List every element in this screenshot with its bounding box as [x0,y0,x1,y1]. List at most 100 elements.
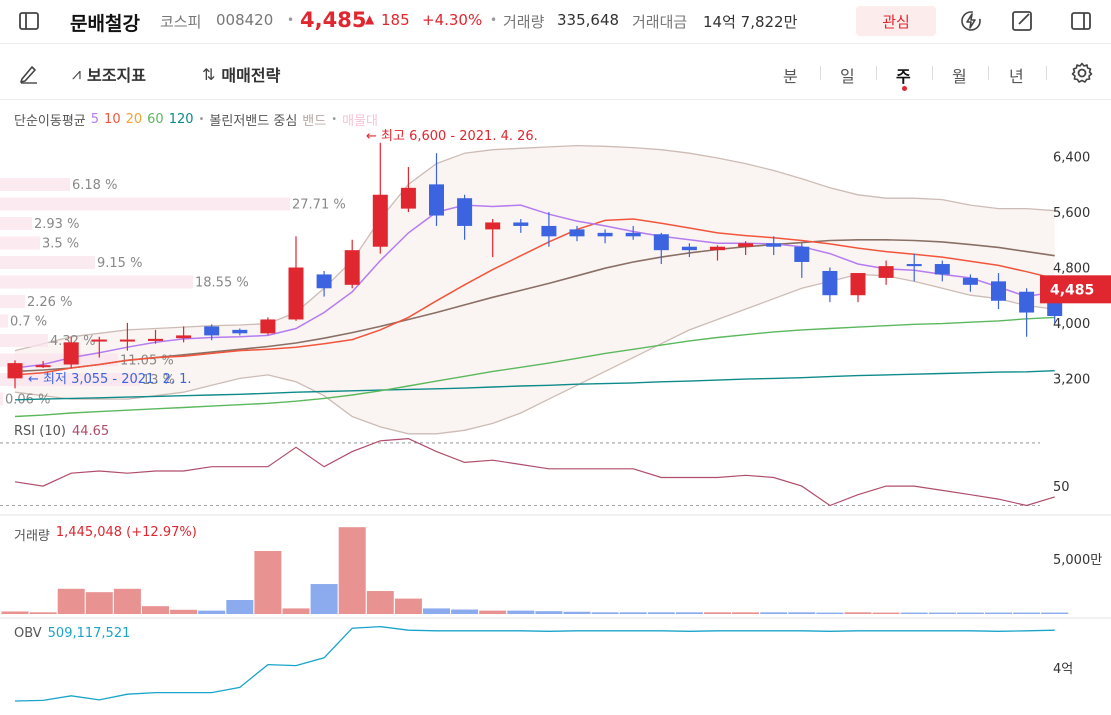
volume-bar [1041,612,1069,614]
stock-name: 문배철강 [70,13,140,35]
obv-axis-tick: 4억 [1053,662,1073,677]
volume-bar [563,611,591,614]
volume-profile-bar [0,236,40,250]
band-label: 밴드 [302,114,327,129]
volume-legend: 거래량 1,445,048 (+12.97%) [14,525,197,544]
low-price-annotation: ← 최저 3,055 - 2021. 2. 1. [28,372,192,387]
split-view-icon[interactable] [1066,6,1096,36]
volume-bar [254,551,282,614]
obv-line [14,625,1055,702]
period-year[interactable]: 년 [1009,67,1024,86]
volume-bar [29,612,57,614]
sidebar-toggle-icon[interactable] [14,6,44,36]
volume-bar [423,608,450,614]
pen-icon[interactable] [14,58,44,88]
price-change: 185 [381,11,410,29]
volume-bar [113,588,141,614]
volume-panel-label: 거래량 [14,529,50,544]
candle-body [710,246,725,251]
sort-arrows-icon: ⇅ [202,64,216,84]
ma10-label: 10 [104,112,121,127]
chart-toolbar [0,44,1111,100]
volume-panel-value: 1,445,048 (+12.97%) [55,525,197,540]
candle-body [878,266,894,278]
candle-body [316,274,332,289]
volume-bar [170,609,198,614]
period-month[interactable]: 월 [952,67,967,86]
volume-bar [760,612,788,614]
stock-chart[interactable]: 6.18 % 27.71 % 2.93 % 3.5 % 9.15 % 18.55 % 2.2… [0,100,1111,715]
candle-body [372,194,388,247]
volume-bar [647,612,675,614]
stock-header: 문배철강 코스피 008420 • 4,485 ▲ 185 +4.30% • 거… [0,0,1111,44]
candle-body [681,246,697,251]
volume-bar [591,612,619,614]
market-label: 코스피 [160,13,202,31]
separator-dot: • [331,114,338,125]
indicator-button[interactable]: ⩘ 보조지표 [72,62,146,86]
price-axis-tick: 4,800 [1053,262,1090,277]
volume-bar [928,612,956,614]
price-change-pct: +4.30% [422,11,483,29]
current-price-tag-text: 4,485 [1050,282,1094,298]
volume-profile-pct: 3.5 % [42,237,79,252]
volume-profile-pct: 13 % [142,373,175,388]
candle-body [513,222,529,226]
active-period-dot [902,86,907,91]
candle-body [204,326,220,336]
bollinger-band-fill [15,145,1055,434]
volume-bar [704,612,731,614]
divider [820,66,821,80]
candle-body [63,342,79,365]
volume-bar [816,612,844,614]
ma20-label: 20 [125,112,143,127]
favorite-button[interactable]: 관심 [856,6,936,36]
ma60-label: 60 [147,112,164,127]
bollinger-upper-line [14,144,1055,352]
divider [988,66,989,80]
candle-body [35,365,51,368]
price-axis-tick: 4,000 [1053,317,1090,332]
separator-dot: • [198,114,205,125]
obv-legend: OBV 509,117,521 [14,626,130,641]
candle-body [794,246,810,262]
period-day[interactable]: 일 [840,67,855,86]
volume-bar [535,611,563,614]
volume-bar [900,612,928,614]
divider [876,66,877,80]
price-axis-tick: 5,600 [1053,206,1090,221]
ma60-line [14,316,1055,418]
volume-bar [282,608,310,614]
volume-profile-bar [0,392,3,406]
volume-profile-pct: 0.7 % [10,315,47,330]
bollinger-label: 볼린저밴드 중심 [209,114,298,129]
price-axis-tick: 3,200 [1053,372,1090,387]
separator-dot: • [287,13,295,27]
volume-profile-pct: 2.26 % [27,295,72,310]
gear-icon[interactable] [1067,58,1097,88]
period-week[interactable]: 주 [896,67,911,86]
price-axis-tick: 6,400 [1053,151,1090,166]
edit-icon[interactable] [1007,6,1037,36]
candle-body [822,270,838,296]
divider [932,66,933,80]
volume-bar [394,598,422,614]
volume-profile-bar [0,178,70,191]
period-minute[interactable]: 분 [783,67,798,86]
strategy-button[interactable]: ⇅ 매매전략 [202,62,280,86]
bollinger-mid-line [14,239,1055,373]
volume-profile-label: 매물대 [342,114,378,129]
ma120-label: 120 [168,112,194,127]
high-price-annotation: ← 최고 6,600 - 2021. 4. 26. [366,129,538,144]
candle-body [850,273,866,296]
up-arrow-icon: ▲ [365,12,375,26]
volume-bar [310,584,338,614]
candle-body [400,187,416,209]
amount-label: 거래대금 [632,13,688,31]
candle-body [934,264,950,275]
candle-body [288,267,304,320]
rsi-legend: RSI (10) 44.65 [14,424,109,439]
volume-bar [872,612,900,614]
lightning-icon[interactable] [956,6,986,36]
stock-code: 008420 [216,11,274,29]
